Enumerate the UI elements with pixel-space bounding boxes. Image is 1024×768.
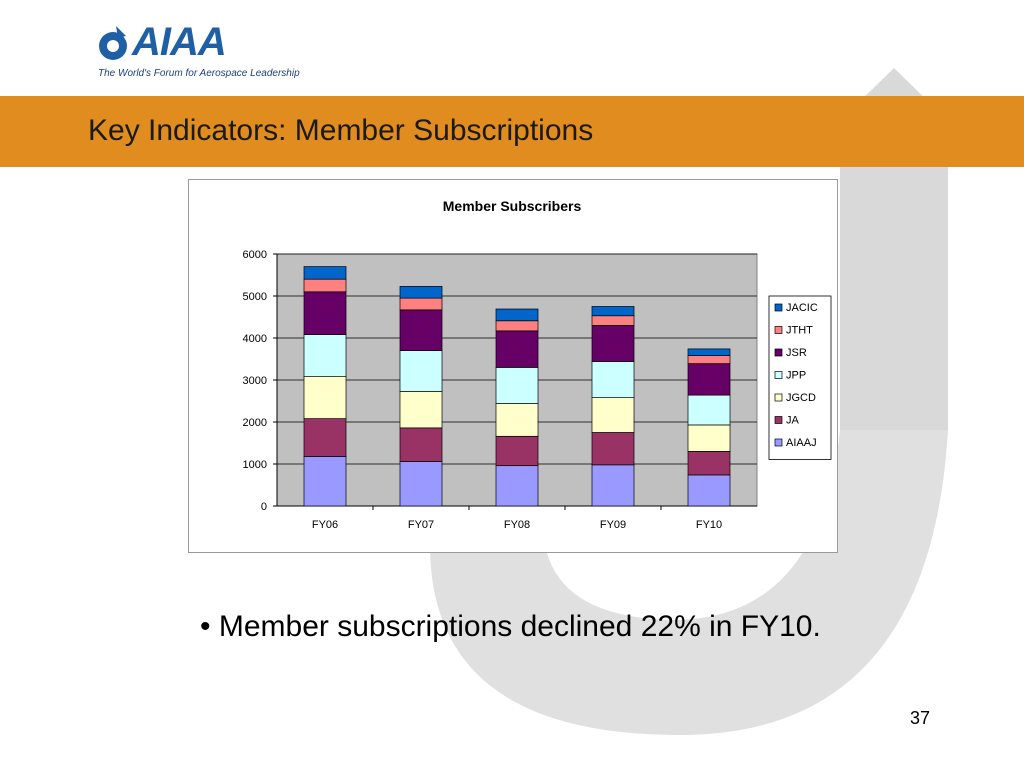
bar-jacic-fy06	[303, 266, 347, 280]
bar-jsr-fy10	[687, 363, 731, 396]
bar-jsr-fy06	[303, 291, 347, 335]
title-band	[0, 96, 1024, 167]
plot-area: 0 1000 2000 3000 4000 5000 6000 FY06 FY07 FY08 FY0…	[243, 249, 758, 531]
x-tick-label: FY07	[408, 519, 434, 531]
legend-swatch-aiaaj	[774, 438, 783, 447]
bar-jpp-fy08	[495, 367, 539, 404]
legend-swatch-jacic	[774, 303, 783, 312]
bar-ja-fy09	[591, 432, 635, 466]
page-number: 37	[910, 708, 931, 728]
x-tick-label: FY08	[504, 519, 530, 531]
bar-jacic-fy08	[495, 308, 539, 322]
chart-legend: JACIC JTHT JSR JPP JGCD JA AIAAJ	[768, 295, 832, 460]
slide-title: Key Indicators: Member Subscriptions	[88, 114, 594, 147]
y-tick-label: 2000	[243, 417, 267, 429]
legend-label-aiaaj: AIAAJ	[786, 437, 817, 449]
y-tick-label: 3000	[243, 375, 267, 387]
y-tick-label: 5000	[243, 291, 267, 303]
bar-jgcd-fy10	[687, 424, 731, 452]
legend-label-jgcd: JGCD	[786, 392, 816, 404]
legend-swatch-jtht	[774, 326, 783, 334]
chart-container: Member Subscribers 0 1000 2000 3000 4000 5000…	[188, 179, 838, 553]
x-tick-label: FY06	[312, 519, 338, 531]
bar-jacic-fy07	[399, 285, 443, 299]
logo-wordmark: AIAA	[132, 20, 227, 64]
legend-swatch-ja	[774, 416, 783, 424]
bar-aiaaj-fy07	[399, 461, 443, 507]
bar-aiaaj-fy10	[687, 474, 731, 507]
y-tick-label: 1000	[243, 459, 267, 471]
bar-aiaaj-fy09	[591, 464, 635, 507]
legend-label-ja: JA	[786, 415, 800, 427]
bar-jsr-fy08	[495, 330, 539, 368]
logo-tagline: The World's Forum for Aerospace Leadersh…	[98, 68, 300, 79]
bar-jgcd-fy07	[399, 390, 443, 429]
bar-ja-fy08	[495, 435, 539, 467]
bar-jacic-fy09	[591, 306, 635, 317]
bar-ja-fy06	[303, 418, 347, 457]
bar-jgcd-fy08	[495, 403, 539, 437]
bar-jtht-fy07	[399, 297, 443, 311]
y-tick-label: 4000	[243, 333, 267, 345]
aiaa-logo: AIAA The World's Forum for Aerospace Lea…	[96, 18, 300, 84]
bar-jtht-fy09	[591, 315, 635, 326]
bar-jsr-fy07	[399, 309, 443, 351]
bar-jgcd-fy06	[303, 376, 347, 419]
legend-label-jsr: JSR	[786, 347, 807, 359]
legend-swatch-jsr	[774, 348, 783, 357]
chart-title: Member Subscribers	[443, 198, 582, 214]
bar-jtht-fy10	[687, 355, 731, 364]
x-tick-label: FY09	[600, 519, 626, 531]
bar-jtht-fy06	[303, 278, 347, 293]
legend-label-jpp: JPP	[786, 370, 806, 382]
bar-jsr-fy09	[591, 325, 635, 362]
legend-swatch-jgcd	[774, 393, 783, 402]
y-tick-label: 0	[261, 501, 267, 513]
bar-aiaaj-fy06	[303, 456, 347, 507]
bar-jpp-fy07	[399, 350, 443, 392]
bar-ja-fy10	[687, 451, 731, 476]
x-tick-label: FY10	[696, 519, 722, 531]
legend-label-jtht: JTHT	[786, 325, 813, 337]
stacked-bar-chart: Member Subscribers 0 1000 2000 3000 4000 5000…	[243, 198, 832, 531]
bullet-text: • Member subscriptions declined 22% in F…	[200, 610, 821, 643]
legend-label-jacic: JACIC	[786, 302, 818, 314]
bar-jpp-fy10	[687, 394, 731, 426]
bar-ja-fy07	[399, 427, 443, 462]
bar-jpp-fy06	[303, 334, 347, 377]
bar-jacic-fy10	[687, 348, 731, 356]
aiaa-logo-mark-icon	[99, 26, 127, 60]
legend-swatch-jpp	[774, 371, 783, 379]
bar-aiaaj-fy08	[495, 465, 539, 507]
y-tick-label: 6000	[243, 249, 267, 261]
bar-jpp-fy09	[591, 361, 635, 398]
bar-jgcd-fy09	[591, 397, 635, 433]
bar-jtht-fy08	[495, 320, 539, 332]
